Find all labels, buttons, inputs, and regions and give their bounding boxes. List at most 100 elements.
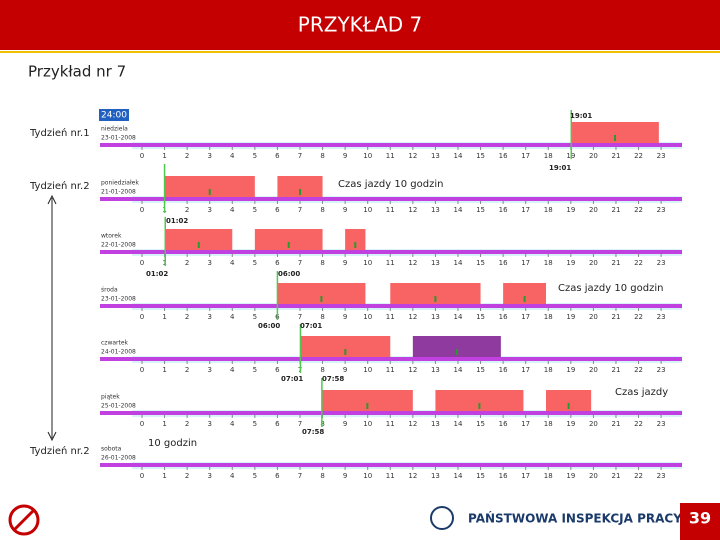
hour-label: 18	[544, 420, 553, 428]
time-label: 06:00	[278, 270, 300, 278]
annotation: 10 godzin	[148, 438, 197, 449]
hour-label: 11	[386, 420, 395, 428]
hour-label: 16	[499, 313, 508, 321]
hour-label: 3	[207, 259, 211, 267]
hour-label: 7	[298, 152, 302, 160]
hour-label: 2	[185, 206, 189, 214]
week-label: Tydzień nr.2	[29, 445, 90, 457]
hour-label: 9	[343, 259, 347, 267]
hour-label: 11	[386, 206, 395, 214]
hour-label: 11	[386, 366, 395, 374]
hour-label: 3	[207, 420, 211, 428]
hour-label: 17	[521, 472, 530, 480]
day-label: czwartek	[101, 340, 129, 347]
date-label: 21-01-2008	[101, 189, 136, 196]
hour-label: 7	[298, 313, 302, 321]
hour-label: 14	[454, 152, 463, 160]
hour-label: 10	[363, 420, 372, 428]
page-box	[680, 503, 720, 540]
hour-label: 20	[589, 420, 598, 428]
hour-label: 17	[521, 152, 530, 160]
hour-label: 13	[431, 206, 440, 214]
hour-label: 1	[162, 420, 166, 428]
hour-label: 18	[544, 259, 553, 267]
hour-label: 14	[454, 313, 463, 321]
hour-label: 21	[612, 152, 621, 160]
hour-label: 4	[230, 259, 235, 267]
hour-label: 6	[275, 366, 280, 374]
hour-label: 20	[589, 206, 598, 214]
hour-label: 7	[298, 472, 302, 480]
hour-label: 15	[476, 472, 485, 480]
hour-label: 16	[499, 259, 508, 267]
hour-label: 12	[408, 152, 417, 160]
hour-label: 12	[408, 472, 417, 480]
hour-label: 17	[521, 259, 530, 267]
driving-block	[321, 390, 413, 411]
hour-label: 15	[476, 259, 485, 267]
time-label: 07:58	[322, 375, 344, 383]
hour-label: 17	[521, 366, 530, 374]
hour-label: 19	[566, 313, 575, 321]
driving-block	[277, 283, 366, 304]
hour-label: 13	[431, 420, 440, 428]
hour-label: 5	[253, 472, 257, 480]
hour-label: 10	[363, 206, 372, 214]
org-logo	[430, 506, 454, 530]
hour-label: 22	[634, 366, 643, 374]
hour-label: 12	[408, 313, 417, 321]
hour-label: 1	[162, 313, 166, 321]
annotation: Czas jazdy	[615, 387, 668, 398]
hour-label: 20	[589, 472, 598, 480]
hour-label: 15	[476, 420, 485, 428]
driving-block	[390, 283, 481, 304]
driving-block	[435, 390, 524, 411]
hour-label: 23	[657, 366, 666, 374]
hour-label: 13	[431, 366, 440, 374]
hour-label: 9	[343, 152, 347, 160]
footer: PAŃSTWOWA INSPEKCJA PRACY 39	[8, 503, 720, 540]
hour-label: 2	[185, 472, 189, 480]
hour-label: 10	[363, 152, 372, 160]
hour-label: 3	[207, 152, 211, 160]
badge-bg	[99, 109, 129, 121]
driving-block	[300, 336, 391, 357]
hour-label: 5	[253, 152, 257, 160]
hour-label: 10	[363, 472, 372, 480]
day-label: środa	[101, 287, 118, 294]
hour-label: 2	[185, 259, 189, 267]
hour-label: 22	[634, 472, 643, 480]
hour-label: 23	[657, 259, 666, 267]
hour-label: 10	[363, 313, 372, 321]
day-label: piątek	[101, 394, 120, 401]
date-label: 23-01-2008	[101, 135, 136, 142]
hour-label: 21	[612, 313, 621, 321]
hour-label: 14	[454, 472, 463, 480]
hour-label: 18	[544, 152, 553, 160]
week-label: Tydzień nr.1	[29, 127, 90, 139]
hour-label: 21	[612, 259, 621, 267]
hour-label: 11	[386, 313, 395, 321]
hour-label: 14	[454, 259, 463, 267]
hour-label: 0	[140, 366, 144, 374]
hour-label: 1	[162, 472, 166, 480]
hour-label: 22	[634, 313, 643, 321]
day-label: niedziela	[101, 126, 128, 133]
hour-label: 11	[386, 152, 395, 160]
hour-label: 4	[230, 313, 235, 321]
date-label: 25-01-2008	[101, 403, 136, 410]
time-label: 06:00	[258, 322, 280, 330]
hour-label: 10	[363, 366, 372, 374]
hour-label: 0	[140, 420, 144, 428]
hour-label: 21	[612, 420, 621, 428]
org-name: PAŃSTWOWA INSPEKCJA PRACY	[468, 511, 682, 526]
hour-label: 8	[320, 472, 324, 480]
hour-label: 21	[612, 472, 621, 480]
hour-label: 8	[320, 206, 324, 214]
date-label: 23-01-2008	[101, 296, 136, 303]
time-label: 01:02	[166, 217, 188, 225]
hour-label: 19	[566, 420, 575, 428]
date-label: 26-01-2008	[101, 455, 136, 462]
hour-label: 3	[207, 313, 211, 321]
time-label: 07:58	[302, 428, 324, 436]
